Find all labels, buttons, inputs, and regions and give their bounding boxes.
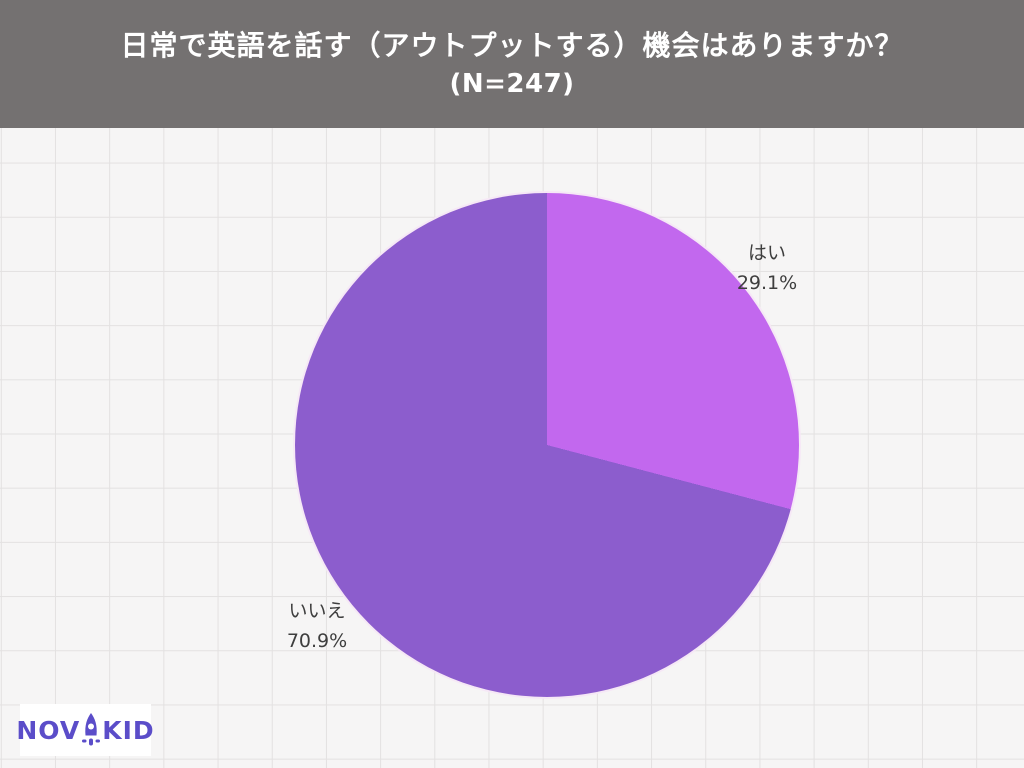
slice-label-no-value: 70.9% [286,630,348,652]
novakid-logo: NOV KID [16,704,154,756]
slice-label-yes: はい 29.1% [697,238,837,298]
chart-title: 日常で英語を話す（アウトプットする）機会はありますか？ [120,29,904,63]
rocket-a-icon [82,713,101,746]
chart-header: 日常で英語を話す（アウトプットする）機会はありますか？ (N=247) [0,0,1024,128]
slice-label-yes-value: 29.1% [736,272,798,294]
logo-text-before: NOV [16,715,81,745]
slice-label-yes-text: はい [747,242,786,264]
pie-chart [295,193,799,697]
chart-sample-size: (N=247) [449,68,575,99]
novakid-wordmark: NOV KID [16,712,154,748]
slice-label-no: いいえ 70.9% [247,596,387,656]
slice-label-no-text: いいえ [288,600,346,622]
logo-text-after: KID [102,715,155,745]
